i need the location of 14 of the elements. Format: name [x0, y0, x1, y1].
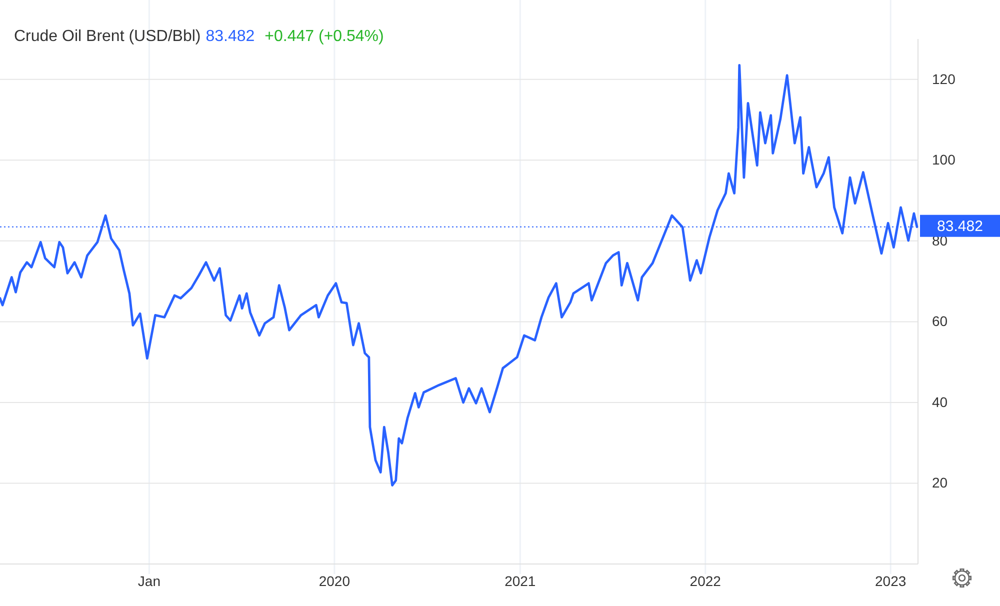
x-tick-label: 2023 — [875, 572, 906, 589]
y-tick-label: 120 — [932, 70, 956, 87]
y-tick-label: 40 — [932, 394, 948, 410]
y-tick-label: 20 — [932, 474, 948, 491]
ref-line-label: 83.482 — [937, 218, 983, 235]
y-tick-label: 100 — [932, 152, 956, 168]
x-tick-label: Jan — [138, 572, 160, 589]
y-tick-label: 60 — [932, 313, 948, 330]
chart-title: Crude Oil Brent (USD/Bbl) — [14, 28, 201, 45]
x-tick-label: 2020 — [318, 572, 350, 589]
x-tick-label: 2022 — [690, 572, 722, 589]
annotation: +0.447 (+0.54%) — [264, 28, 384, 45]
x-tick-label: 2021 — [504, 572, 536, 589]
annotation: 83.482 — [206, 28, 255, 45]
